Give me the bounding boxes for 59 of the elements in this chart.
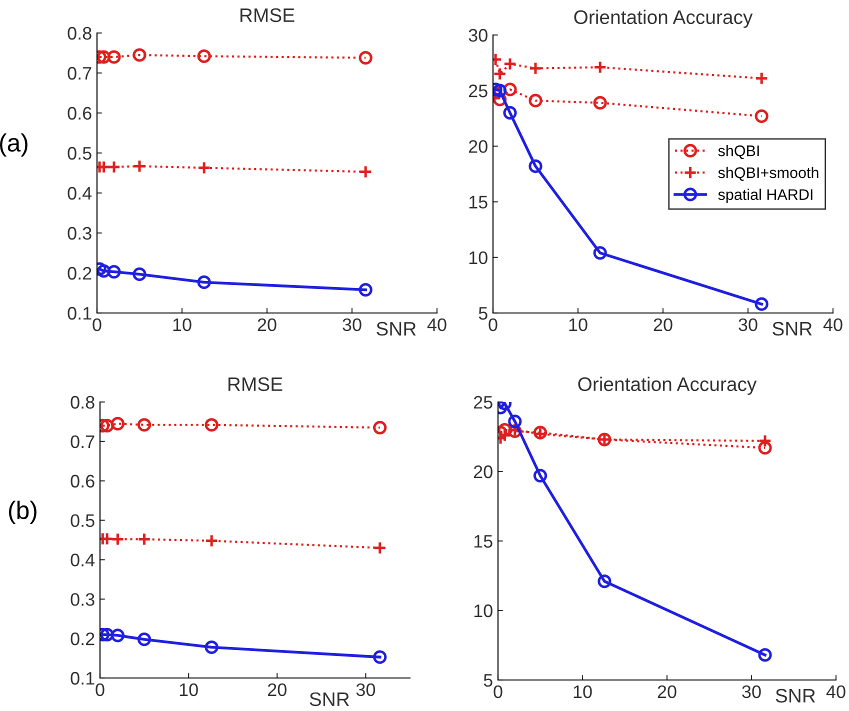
y-tick-label: 0.5	[70, 514, 94, 528]
y-tick-label: 10	[474, 604, 492, 618]
x-tick-label: 30	[342, 318, 362, 332]
y-tick-label: 0.4	[70, 554, 95, 566]
y-tick-label: 0.1	[70, 672, 94, 685]
y-tick-label: 25	[474, 396, 492, 409]
y-tick-label: 15	[474, 535, 492, 548]
x-tick-label: 40	[823, 318, 842, 332]
y-tick-label: 0.7	[68, 66, 92, 80]
x-axis-title: SNR	[772, 322, 812, 336]
y-tick-label: 0.5	[68, 146, 92, 160]
x-tick-label: 20	[658, 685, 676, 698]
x-tick-label: 20	[268, 683, 286, 696]
x-tick-label: 10	[180, 683, 198, 696]
y-tick-label: 5	[478, 307, 488, 320]
y-tick-label: 10	[469, 251, 488, 264]
y-tick-label: 0.8	[68, 26, 92, 40]
x-tick-label: 40	[427, 318, 446, 332]
chart-title: RMSE	[240, 8, 294, 22]
x-tick-label: 30	[742, 685, 761, 698]
chart-title: Orientation Accuracy	[574, 10, 753, 28]
x-tick-label: 20	[654, 318, 672, 332]
y-tick-label: 20	[474, 465, 492, 478]
y-tick-label: 0.6	[68, 106, 92, 120]
x-tick-label: 0	[92, 318, 102, 332]
y-tick-label: 20	[468, 140, 488, 153]
y-tick-label: 15	[469, 196, 488, 209]
y-tick-label: 0.7	[70, 435, 94, 448]
y-tick-label: 0.2	[68, 266, 92, 280]
text: (b)	[9, 500, 36, 524]
y-tick-label: 0.3	[70, 593, 94, 606]
text: (a)	[0, 133, 28, 157]
x-tick-label: 10	[569, 318, 588, 332]
x-tick-label: 20	[258, 318, 276, 332]
y-tick-label: 30	[468, 28, 488, 42]
x-tick-label: 0	[96, 683, 104, 696]
x-tick-label: 10	[574, 685, 592, 698]
x-axis-title: SNR	[776, 688, 816, 703]
x-tick-label: 30	[738, 318, 758, 332]
y-tick-label: 5	[484, 674, 492, 687]
x-axis-title: SNR	[376, 322, 416, 336]
y-tick-label: 0.8	[70, 396, 94, 409]
x-tick-label: 30	[356, 683, 376, 696]
y-tick-label: 0.3	[68, 226, 92, 240]
x-tick-label: 0	[494, 685, 502, 698]
y-tick-label: 0.1	[68, 306, 92, 320]
x-axis-title: SNR	[310, 692, 350, 706]
legend-label: spatial HARDI	[718, 188, 812, 203]
legend-label: shQBI+smooth	[718, 166, 818, 181]
legend-label: shQBI	[718, 145, 759, 159]
y-tick-label: 0.2	[70, 632, 94, 646]
y-tick-label: 0.4	[68, 186, 92, 200]
x-tick-label: 0	[488, 318, 498, 332]
chart-title: Orientation Accuracy	[578, 376, 757, 395]
x-tick-label: 10	[173, 318, 192, 332]
y-tick-label: 25	[468, 84, 488, 98]
y-tick-label: 0.6	[70, 474, 94, 488]
x-tick-label: 40	[826, 685, 846, 698]
chart-title: RMSE	[228, 377, 282, 392]
